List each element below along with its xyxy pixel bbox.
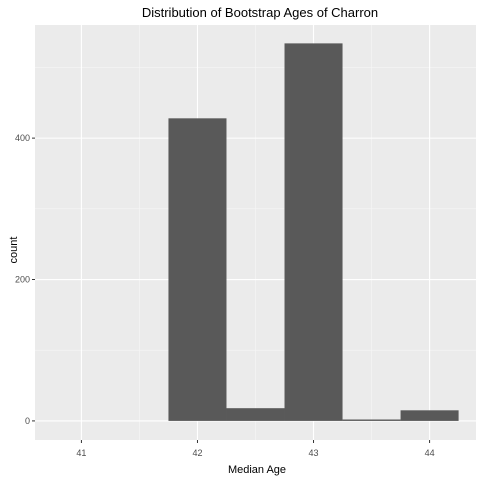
histogram-bar [342,419,401,421]
x-axis-label: Median Age [228,464,286,476]
y-axis-label: count [8,237,20,264]
histogram-bar [400,410,459,421]
histogram-bar [168,118,227,421]
x-axis-ticks: 41 42 43 44 [76,440,435,458]
x-tick-label: 41 [76,448,86,458]
y-tick-label: 0 [25,416,30,426]
y-axis-ticks: 0 200 400 [15,133,35,426]
histogram-bar [226,408,285,421]
y-tick-label: 200 [15,275,30,285]
chart-title: Distribution of Bootstrap Ages of Charro… [142,5,378,20]
x-tick-label: 42 [192,448,202,458]
histogram-bar [284,43,343,421]
bars [168,43,459,421]
x-tick-label: 43 [309,448,319,458]
x-tick-label: 44 [425,448,435,458]
y-tick-label: 400 [15,133,30,143]
